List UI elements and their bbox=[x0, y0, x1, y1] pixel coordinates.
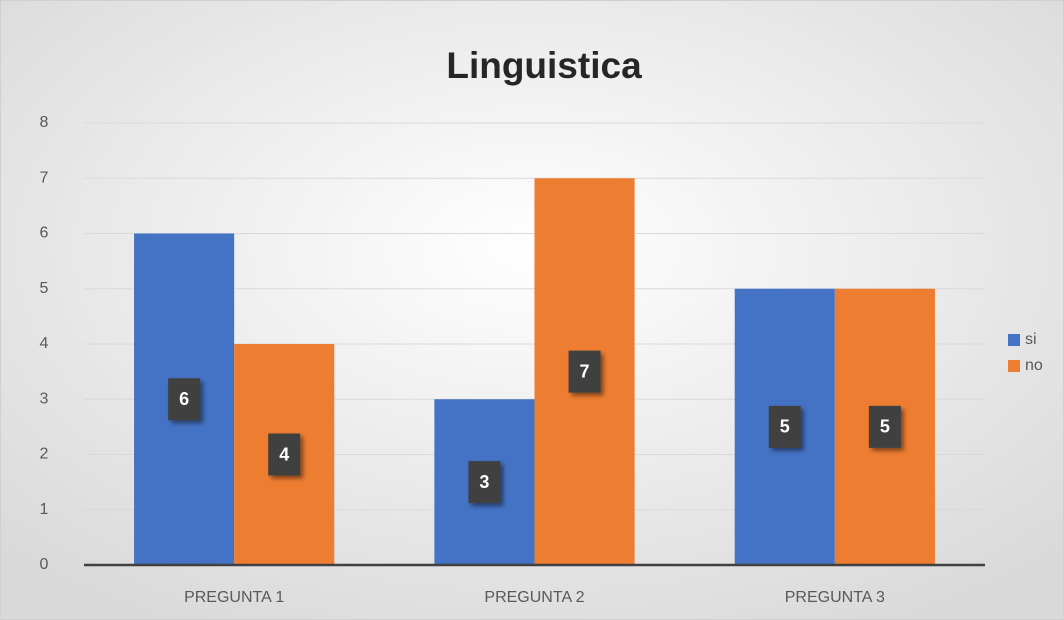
y-tick-label: 3 bbox=[40, 390, 49, 407]
data-label: 3 bbox=[479, 472, 489, 492]
legend-label: si bbox=[1025, 331, 1037, 348]
data-label: 6 bbox=[179, 389, 189, 409]
y-tick-label: 7 bbox=[40, 169, 49, 186]
legend-swatch bbox=[1008, 334, 1020, 346]
y-tick-label: 8 bbox=[40, 114, 49, 131]
legend-swatch bbox=[1008, 360, 1020, 372]
data-label-box bbox=[468, 461, 501, 504]
data-label-box bbox=[768, 405, 801, 448]
y-tick-label: 6 bbox=[40, 225, 49, 242]
data-label: 5 bbox=[780, 417, 790, 437]
y-tick-label: 1 bbox=[40, 501, 49, 518]
data-label: 4 bbox=[279, 444, 289, 464]
data-label-box bbox=[568, 350, 601, 393]
data-label-box bbox=[168, 378, 201, 421]
data-label: 5 bbox=[880, 417, 890, 437]
data-label-box bbox=[268, 433, 301, 476]
x-tick-label: PREGUNTA 1 bbox=[184, 589, 284, 606]
chart-title: Linguistica bbox=[446, 45, 642, 86]
legend-label: no bbox=[1025, 357, 1043, 374]
y-tick-label: 4 bbox=[40, 335, 49, 352]
x-tick-label: PREGUNTA 3 bbox=[785, 589, 885, 606]
data-label-box bbox=[868, 405, 901, 448]
x-tick-label: PREGUNTA 2 bbox=[484, 589, 584, 606]
y-tick-label: 5 bbox=[40, 280, 49, 297]
data-label: 7 bbox=[580, 361, 590, 381]
y-tick-label: 0 bbox=[40, 556, 49, 573]
y-tick-label: 2 bbox=[40, 446, 49, 463]
